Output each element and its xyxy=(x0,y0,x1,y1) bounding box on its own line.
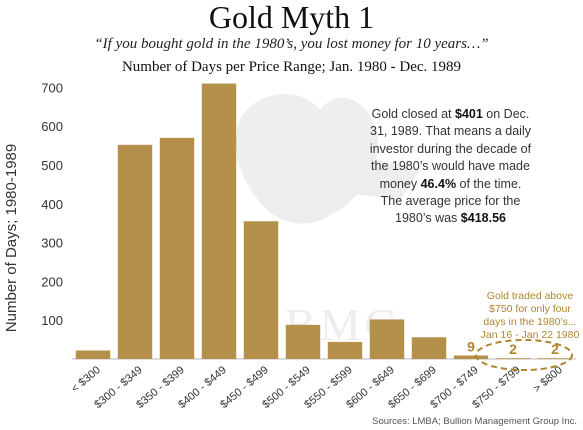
source-note: Sources: LMBA; Bullion Management Group … xyxy=(372,416,577,427)
y-tick-label: 600 xyxy=(41,119,63,134)
y-tick-label: 300 xyxy=(41,236,63,251)
bar xyxy=(495,358,531,359)
annotation-closing-price: $401 xyxy=(455,107,483,121)
data-label: 2 xyxy=(551,341,559,357)
chart-title: Gold Myth 1 xyxy=(208,0,375,35)
y-tick-label: 700 xyxy=(41,80,63,95)
bar xyxy=(75,350,111,359)
annotation-text-3: of the time. The average price for the 1… xyxy=(380,176,522,226)
data-labels: 9 2 2 xyxy=(467,339,559,358)
data-label: 2 xyxy=(509,341,517,357)
x-tick-labels: < $300$300 - $349$350 - $399$400 - $449$… xyxy=(69,364,565,411)
highlight-ellipse xyxy=(475,339,573,371)
bar xyxy=(117,144,153,359)
bar xyxy=(327,341,363,359)
bar xyxy=(411,337,447,359)
annotation-average-price: $418.56 xyxy=(460,211,506,226)
bar xyxy=(285,324,321,359)
y-tick-label: 200 xyxy=(41,274,63,289)
annotation-main: Gold closed at $401 on Dec. 31, 1989. Th… xyxy=(368,106,533,228)
y-axis-label: Number of Days; 1980-1989 xyxy=(3,144,20,332)
data-label: 9 xyxy=(467,339,475,355)
y-tick-label: 100 xyxy=(41,313,63,328)
x-tick-label: < $300 xyxy=(69,364,103,395)
y-tick-labels: 100 200 300 400 500 600 700 xyxy=(41,80,63,328)
chart-subtitle: Number of Days per Price Range; Jan. 198… xyxy=(121,59,462,75)
bar xyxy=(243,221,279,359)
annotation-text-2: on Dec. 31, 1989. That means a daily inv… xyxy=(369,107,532,191)
bar xyxy=(159,137,195,359)
bar-series xyxy=(75,83,573,360)
annotation-above-750: Gold traded above $750 for only four day… xyxy=(480,290,580,341)
y-tick-label: 500 xyxy=(41,158,63,173)
y-tick-label: 400 xyxy=(41,197,63,212)
bar xyxy=(369,319,405,359)
bar xyxy=(201,83,237,360)
bar xyxy=(453,355,489,359)
annotation-text-1: Gold closed at xyxy=(371,107,455,121)
chart-quote: “If you bought gold in the 1980’s, you l… xyxy=(94,36,489,52)
annotation-percent: 46.4% xyxy=(420,176,457,191)
bar xyxy=(537,358,573,359)
